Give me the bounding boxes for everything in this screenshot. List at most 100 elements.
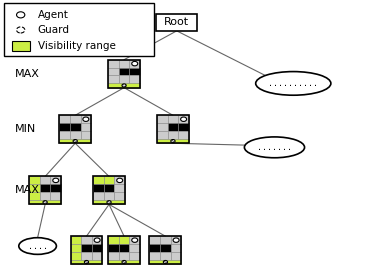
Circle shape (163, 260, 168, 264)
Text: MAX: MAX (15, 69, 40, 79)
Bar (108, 252, 119, 260)
Bar (59, 115, 91, 143)
Bar (150, 236, 182, 264)
Circle shape (108, 201, 110, 203)
Bar (108, 60, 119, 68)
Circle shape (123, 85, 125, 86)
Bar (29, 200, 61, 204)
Bar (119, 236, 129, 244)
Bar (114, 177, 125, 184)
Bar (119, 75, 129, 83)
Circle shape (17, 27, 25, 33)
Text: .......: ....... (257, 143, 292, 152)
Bar (129, 60, 140, 68)
Bar (108, 83, 140, 88)
Text: ..........: .......... (268, 79, 318, 88)
Bar (59, 131, 70, 139)
Circle shape (83, 117, 89, 121)
Circle shape (117, 178, 123, 183)
Circle shape (73, 140, 77, 143)
Circle shape (164, 261, 167, 263)
Bar (104, 184, 114, 192)
Text: MIN: MIN (15, 124, 36, 134)
Bar (108, 236, 140, 264)
Bar (129, 244, 140, 252)
Bar (160, 236, 171, 244)
Text: Guard: Guard (38, 25, 70, 35)
Text: ....: .... (27, 242, 48, 250)
Bar (108, 244, 119, 252)
Bar (80, 131, 91, 139)
Bar (81, 252, 92, 260)
Bar (178, 131, 189, 139)
Bar (29, 192, 40, 200)
Bar (81, 236, 92, 244)
Circle shape (180, 117, 186, 121)
Text: Root: Root (164, 17, 189, 27)
Bar (150, 252, 160, 260)
Circle shape (53, 178, 59, 183)
Bar (93, 184, 104, 192)
Bar (71, 236, 102, 264)
Bar (114, 184, 125, 192)
Bar (168, 123, 178, 131)
Bar (168, 131, 178, 139)
Bar (40, 184, 50, 192)
Circle shape (173, 238, 179, 242)
Bar (59, 139, 91, 143)
Bar (108, 236, 119, 244)
Bar (129, 68, 140, 75)
Bar (71, 260, 102, 264)
Bar (50, 192, 61, 200)
Circle shape (172, 140, 174, 142)
Bar (93, 200, 125, 204)
Bar (129, 252, 140, 260)
Bar (108, 75, 119, 83)
Bar (150, 236, 160, 244)
Ellipse shape (256, 71, 331, 95)
Bar (178, 123, 189, 131)
Bar (171, 244, 182, 252)
Circle shape (85, 261, 88, 263)
Bar (108, 60, 140, 88)
Circle shape (132, 238, 138, 242)
Circle shape (84, 260, 89, 264)
Bar (71, 236, 81, 244)
Bar (160, 252, 171, 260)
Bar (92, 244, 102, 252)
Circle shape (74, 140, 76, 142)
Bar (119, 68, 129, 75)
Circle shape (132, 61, 138, 66)
Bar (178, 115, 189, 123)
Bar (157, 115, 189, 143)
Bar (157, 139, 189, 143)
Bar (93, 177, 104, 184)
Bar (119, 252, 129, 260)
Bar (70, 123, 80, 131)
Bar (104, 192, 114, 200)
Circle shape (17, 12, 25, 18)
Bar (92, 236, 102, 244)
Bar (93, 192, 104, 200)
Bar (171, 252, 182, 260)
Bar (129, 75, 140, 83)
Bar (29, 177, 61, 204)
Bar (71, 252, 81, 260)
Bar (157, 123, 168, 131)
Bar (157, 115, 168, 123)
Bar (29, 184, 40, 192)
Bar (104, 177, 114, 184)
Bar (59, 115, 70, 123)
Bar (157, 131, 168, 139)
Bar (29, 177, 40, 184)
Bar (129, 236, 140, 244)
Bar (119, 60, 129, 68)
Bar (81, 244, 92, 252)
Bar (4, 3, 154, 56)
Circle shape (44, 201, 46, 203)
Bar (150, 260, 182, 264)
Ellipse shape (19, 238, 56, 254)
Circle shape (123, 261, 125, 263)
Bar (40, 177, 50, 184)
Bar (150, 244, 160, 252)
